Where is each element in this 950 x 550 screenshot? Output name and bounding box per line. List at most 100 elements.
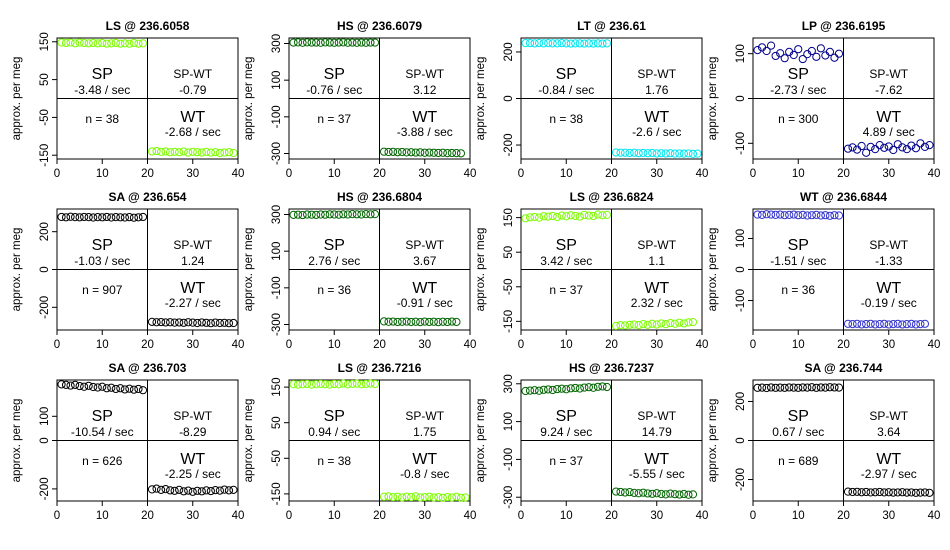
- sp-point: [307, 38, 316, 47]
- wt-point: [211, 148, 220, 157]
- sp-point: [330, 38, 339, 47]
- sp-rate: -1.03 / sec: [74, 254, 130, 268]
- y-tick-label: 100: [271, 71, 283, 90]
- wt-point: [916, 488, 925, 497]
- sp-point: [316, 38, 325, 47]
- wt-point: [170, 318, 179, 327]
- wt-point: [156, 485, 166, 494]
- sp-point: [107, 39, 116, 48]
- sp-point: [789, 210, 798, 219]
- sp-point: [102, 39, 111, 48]
- sp-point: [753, 46, 762, 55]
- wt-point: [634, 321, 643, 330]
- sp-point: [98, 213, 107, 222]
- sp-point: [557, 211, 566, 220]
- wt-point: [620, 148, 630, 157]
- x-tick-label: 10: [792, 339, 805, 351]
- sp-label: SP: [788, 237, 809, 254]
- sp-point: [343, 38, 352, 47]
- spwt-value: 1.1: [648, 254, 665, 268]
- sp-point: [321, 380, 330, 389]
- x-tick-label: 0: [750, 510, 756, 522]
- wt-point: [852, 145, 862, 154]
- sp-point: [307, 380, 316, 389]
- sp-point: [293, 380, 303, 389]
- wt-point: [666, 318, 675, 328]
- wt-point: [620, 321, 630, 330]
- sp-point: [544, 212, 553, 221]
- wt-point: [911, 488, 921, 497]
- sp-point: [794, 45, 803, 54]
- wt-point: [147, 317, 157, 326]
- wt-point: [920, 142, 930, 151]
- wt-point: [452, 317, 461, 327]
- sp-point: [584, 39, 593, 48]
- sp-point: [834, 49, 844, 58]
- sp-point: [334, 210, 343, 219]
- sp-point: [566, 39, 575, 48]
- sp-point: [352, 379, 361, 388]
- wt-point: [447, 148, 456, 158]
- y-tick-label: -100: [735, 132, 747, 155]
- wt-point: [661, 320, 670, 329]
- spwt-value: 3.12: [413, 83, 437, 97]
- wt-point: [898, 143, 907, 152]
- sp-point: [298, 210, 307, 220]
- sp-point: [816, 211, 825, 220]
- sp-point: [312, 38, 321, 47]
- wt-point: [661, 490, 670, 499]
- sp-point: [325, 38, 334, 47]
- y-tick-label: 0: [735, 437, 747, 443]
- wt-point: [202, 318, 211, 327]
- sp-point: [89, 382, 98, 392]
- sp-point: [125, 384, 134, 393]
- wt-point: [871, 320, 880, 329]
- wt-point: [407, 148, 416, 157]
- wt-point: [670, 319, 679, 328]
- spwt-label: SP-WT: [405, 409, 444, 423]
- spwt-label: SP-WT: [637, 67, 676, 81]
- wt-point: [675, 318, 684, 327]
- y-tick-label: 50: [503, 246, 515, 259]
- sp-point: [298, 380, 307, 389]
- x-tick-label: 20: [837, 168, 850, 180]
- sp-point: [830, 383, 839, 392]
- n-count: n = 36: [781, 283, 815, 297]
- sp-point: [89, 38, 98, 48]
- sp-point: [107, 213, 116, 222]
- sp-point: [530, 39, 539, 48]
- x-tick-label: 10: [96, 168, 109, 180]
- x-tick-label: 10: [792, 510, 805, 522]
- spwt-label: SP-WT: [405, 67, 444, 81]
- sp-point: [321, 38, 330, 47]
- wt-point: [893, 488, 902, 497]
- sp-point: [821, 211, 830, 220]
- wt-point: [188, 487, 197, 496]
- panel-title: SA @ 236.654: [109, 190, 187, 204]
- wt-point: [843, 319, 853, 328]
- wt-point: [229, 148, 238, 158]
- sp-rate: 0.67 / sec: [772, 425, 824, 439]
- sp-point: [75, 213, 84, 222]
- y-tick-label: -100: [735, 289, 747, 312]
- wt-label: WT: [412, 451, 437, 468]
- wt-point: [639, 148, 648, 158]
- sp-point: [120, 385, 129, 394]
- spwt-value: 14.79: [642, 425, 672, 439]
- x-tick-label: 40: [928, 510, 941, 522]
- n-count: n = 689: [778, 454, 819, 468]
- n-count: n = 37: [549, 454, 583, 468]
- sp-point: [539, 385, 548, 394]
- panel-title: LS @ 236.6824: [570, 190, 654, 204]
- y-tick-label: 0: [735, 266, 747, 272]
- sp-point: [120, 213, 129, 222]
- wt-point: [679, 149, 689, 158]
- y-axis-label: approx. per meg: [11, 228, 23, 312]
- wt-point: [843, 144, 853, 153]
- sp-point: [780, 211, 789, 220]
- wt-point: [880, 143, 889, 152]
- sp-point: [539, 212, 548, 221]
- y-axis-label: approx. per meg: [707, 57, 719, 141]
- wt-point: [438, 148, 447, 157]
